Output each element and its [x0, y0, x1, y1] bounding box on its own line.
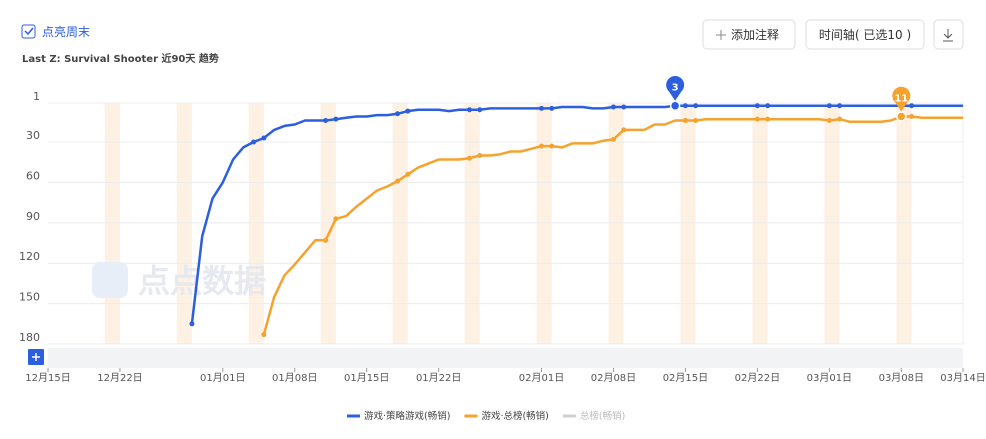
x-tick-label: 02月15日 — [663, 372, 708, 384]
legend-label[interactable]: 游戏·总榜(畅销) — [481, 410, 548, 422]
point — [621, 127, 627, 133]
check-mark — [24, 27, 34, 36]
point — [754, 103, 760, 109]
legend-label[interactable]: 总榜(畅销) — [580, 410, 625, 422]
x-tick-label: 01月15日 — [344, 372, 389, 384]
y-tick-label: 90 — [26, 210, 40, 223]
point — [405, 108, 411, 114]
weekend-band — [176, 103, 192, 344]
y-tick-label: 180 — [19, 331, 40, 344]
weekend-band — [896, 103, 912, 344]
x-tick-label: 03月08日 — [879, 372, 924, 384]
plus-icon — [716, 30, 726, 40]
x-tick-label: 03月14日 — [940, 372, 985, 384]
weekend-band — [392, 103, 408, 344]
point — [682, 118, 688, 124]
point — [765, 116, 771, 122]
weekend-band — [248, 103, 264, 344]
annotation-label: 11 — [894, 93, 908, 104]
y-tick-label: 1 — [33, 90, 40, 103]
point — [467, 155, 473, 161]
point — [837, 103, 843, 109]
weekend-band — [752, 103, 768, 344]
x-tick-label: 02月08日 — [591, 372, 636, 384]
point — [467, 107, 473, 113]
x-tick-label: 01月01日 — [200, 372, 245, 384]
point — [538, 105, 544, 111]
x-tick-label: 12月15日 — [25, 372, 70, 384]
point — [251, 139, 257, 145]
scrollbar[interactable] — [48, 348, 963, 368]
annotation-point — [896, 111, 907, 122]
point — [323, 237, 329, 243]
weekend-band — [608, 103, 624, 344]
point — [682, 103, 688, 109]
weekend-band — [824, 103, 840, 344]
y-tick-label: 30 — [26, 129, 40, 142]
point — [549, 105, 555, 111]
point — [610, 104, 616, 110]
button-label[interactable]: 时间轴( 已选10 ) — [819, 27, 911, 42]
subtitle: Last Z: Survival Shooter 近90天 趋势 — [22, 52, 219, 65]
point — [754, 116, 760, 122]
y-tick-label: 150 — [19, 291, 40, 304]
button-label[interactable]: 添加注释 — [731, 27, 779, 42]
series-line — [190, 104, 963, 324]
point — [610, 136, 616, 142]
checkbox[interactable] — [21, 24, 36, 39]
point — [909, 113, 915, 119]
point — [909, 103, 915, 109]
watermark: 点点数据 — [138, 262, 266, 300]
point — [261, 332, 267, 338]
y-tick-label: 120 — [19, 250, 40, 263]
point — [333, 116, 339, 122]
point — [323, 118, 329, 124]
point — [538, 143, 544, 149]
x-tick-label: 02月22日 — [735, 372, 780, 384]
weekend-band — [104, 103, 120, 344]
point — [826, 118, 832, 124]
plus-icon — [32, 353, 40, 361]
point — [765, 103, 771, 109]
point — [621, 104, 627, 110]
weekend-band — [680, 103, 696, 344]
x-tick-label: 02月01日 — [519, 372, 564, 384]
point — [826, 103, 832, 109]
add-note-button[interactable] — [702, 19, 796, 50]
point — [693, 103, 699, 109]
x-tick-label: 03月01日 — [807, 372, 852, 384]
download-icon — [943, 29, 953, 42]
weekend-band — [464, 103, 480, 344]
point — [693, 118, 699, 124]
point — [189, 321, 195, 327]
x-tick-label: 12月22日 — [97, 372, 142, 384]
x-tick-label: 01月22日 — [416, 372, 461, 384]
point — [395, 178, 401, 184]
x-tick-label: 01月08日 — [272, 372, 317, 384]
weekend-band — [536, 103, 552, 344]
point — [477, 107, 483, 113]
annotation-label: 3 — [672, 83, 679, 94]
annotation-pin — [666, 75, 685, 101]
y-tick-label: 60 — [26, 169, 40, 182]
point — [477, 153, 483, 159]
point — [395, 111, 401, 117]
annotation-pin — [892, 86, 911, 112]
watermark-logo — [92, 262, 128, 298]
timeline-button[interactable] — [805, 19, 925, 50]
point — [405, 171, 411, 177]
annotation-point — [669, 100, 681, 111]
checkbox-label[interactable]: 点亮周末 — [42, 24, 90, 39]
weekend-band — [320, 103, 336, 344]
point — [333, 216, 339, 222]
point — [261, 135, 267, 141]
point — [549, 143, 555, 149]
legend-label[interactable]: 游戏·策略游戏(畅销) — [364, 410, 450, 422]
point — [837, 116, 843, 122]
